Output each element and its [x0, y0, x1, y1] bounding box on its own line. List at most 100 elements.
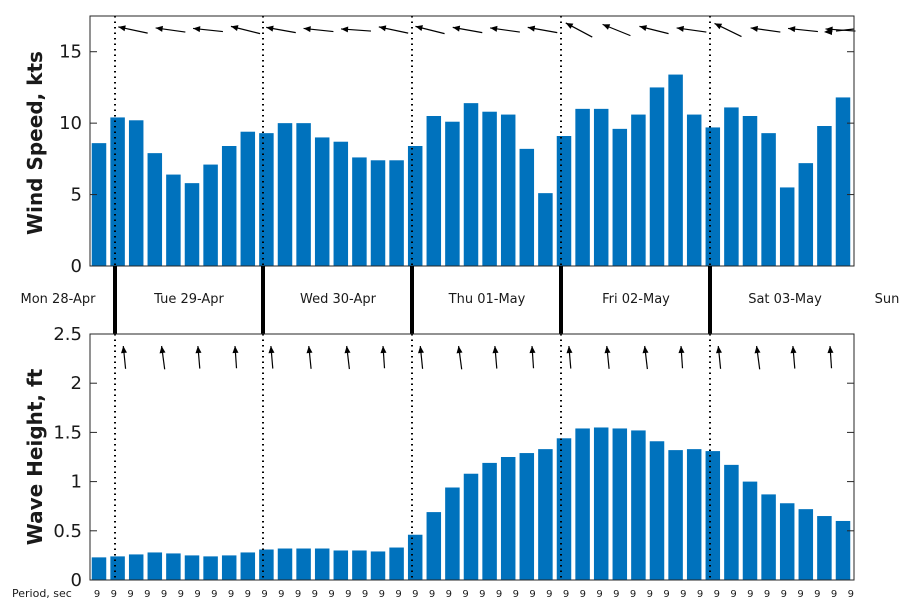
wave-bar	[277, 548, 293, 580]
y-tick-label: 0	[71, 570, 82, 591]
period-value: 9	[529, 589, 535, 600]
wave-bar	[798, 509, 814, 580]
wave-bar	[352, 550, 367, 580]
period-value: 9	[513, 589, 519, 600]
wind-bar	[147, 153, 163, 266]
wave-direction-arrow	[790, 345, 797, 369]
wind-bar	[314, 137, 330, 266]
period-value: 9	[697, 589, 703, 600]
y-tick-label: 0	[71, 256, 82, 277]
wind-bar	[817, 126, 832, 266]
wave-bar	[407, 534, 423, 580]
wind-direction-arrow	[490, 25, 520, 33]
wave-bar	[705, 451, 721, 580]
period-value: 9	[94, 589, 100, 600]
wind-direction-arrow	[378, 25, 409, 34]
wind-bar	[593, 108, 609, 266]
wind-bar	[184, 183, 200, 266]
period-value: 9	[747, 589, 753, 600]
period-value: 9	[814, 589, 820, 600]
wave-bar	[389, 547, 404, 580]
wind-direction-arrow	[824, 28, 855, 35]
wave-bar	[110, 556, 125, 580]
period-value: 9	[111, 589, 117, 600]
period-value: 9	[546, 589, 552, 600]
wind-direction-arrow	[266, 25, 296, 34]
wind-direction-arrow	[230, 25, 261, 35]
wave-bar	[668, 450, 683, 580]
day-label: Wed 30-Apr	[300, 292, 377, 307]
period-value: 9	[429, 589, 435, 600]
day-label: Mon 28-Apr	[21, 292, 97, 307]
y-tick-label: 2.5	[53, 324, 82, 345]
period-value: 9	[446, 589, 452, 600]
wind-bar	[668, 74, 683, 266]
wave-bars	[91, 427, 851, 580]
wind-bar	[296, 123, 311, 266]
period-value: 9	[797, 589, 803, 600]
wind-bar	[835, 97, 851, 267]
day-band: Mon 28-Apr Tue 29-Apr Wed 30-Apr Thu 01-May…	[21, 266, 900, 334]
wave-direction-arrow	[827, 345, 834, 369]
wind-bar	[277, 123, 293, 266]
wave-bar	[314, 548, 330, 580]
wave-bar	[742, 481, 758, 580]
wind-bar	[333, 141, 349, 266]
wave-direction-arrow	[159, 345, 166, 370]
wave-bar	[91, 557, 107, 580]
wind-bar	[575, 108, 590, 266]
wave-direction-arrow	[492, 345, 499, 369]
wave-y-ticks: 0 0.5 1 1.5 2 2.5	[53, 324, 854, 591]
y-tick-label: 2	[71, 373, 82, 394]
wind-bar	[407, 146, 423, 266]
wave-bar	[612, 428, 628, 580]
period-value: 9	[194, 589, 200, 600]
wave-bar	[538, 449, 553, 580]
wind-bar	[445, 121, 460, 267]
wind-bar	[761, 133, 776, 266]
day-label: Sun	[875, 292, 900, 307]
wave-bar	[500, 457, 516, 580]
wind-bar	[556, 136, 572, 266]
period-value: 9	[161, 589, 167, 600]
period-value: 9	[245, 589, 251, 600]
wave-bar	[556, 438, 572, 580]
wind-bar	[110, 117, 125, 267]
period-value: 9	[312, 589, 318, 600]
wind-bar	[240, 131, 256, 266]
period-value: 9	[127, 589, 133, 600]
period-label: Period, sec	[12, 587, 72, 600]
wind-bar	[370, 160, 386, 266]
wind-direction-arrow	[193, 26, 223, 33]
y-tick-label: 0.5	[53, 521, 82, 542]
wave-bar	[686, 449, 702, 580]
period-value: 9	[680, 589, 686, 600]
wave-bar	[463, 473, 479, 580]
wind-bar	[482, 111, 497, 267]
period-value: 9	[630, 589, 636, 600]
period-value: 9	[714, 589, 720, 600]
wave-direction-arrow	[418, 345, 424, 369]
period-value: 9	[596, 589, 602, 600]
wave-direction-arrow	[268, 345, 275, 369]
wave-direction-arrow	[232, 345, 239, 369]
day-label: Sat 03-May	[748, 292, 822, 307]
y-tick-label: 1	[71, 472, 82, 493]
wave-bar	[370, 551, 386, 580]
wave-bar	[817, 516, 832, 580]
wave-bar	[221, 555, 237, 580]
wind-direction-arrow	[639, 25, 669, 35]
period-value: 9	[261, 589, 267, 600]
period-value: 9	[663, 589, 669, 600]
wave-bar	[575, 428, 590, 580]
period-value: 9	[580, 589, 586, 600]
period-value: 9	[781, 589, 787, 600]
wind-direction-arrow	[602, 23, 631, 37]
wind-bar	[500, 114, 516, 266]
wind-bar	[463, 103, 479, 266]
period-value: 9	[278, 589, 284, 600]
wave-direction-arrow	[754, 345, 761, 370]
wave-direction-arrow	[678, 345, 685, 369]
